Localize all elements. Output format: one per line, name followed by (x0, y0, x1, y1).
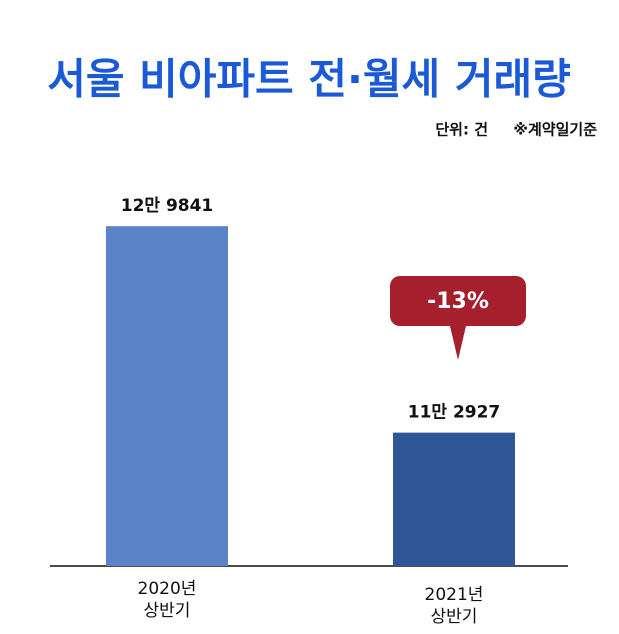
value-label: 11만 2927 (408, 403, 501, 423)
value-label: 12만 9841 (121, 196, 214, 216)
bar (106, 226, 228, 566)
chart-title: 서울 비아파트 전·월세 거래량 (47, 55, 571, 104)
bar (393, 432, 515, 566)
x-tick-label: 2021년 상반기 (424, 585, 484, 627)
callout (390, 276, 526, 360)
note-label: ※계약일기준 (513, 121, 597, 139)
unit-label: 단위: 건 (435, 121, 488, 139)
annotation: -13% (427, 289, 489, 314)
x-tick-label: 2020년 상반기 (137, 579, 197, 621)
